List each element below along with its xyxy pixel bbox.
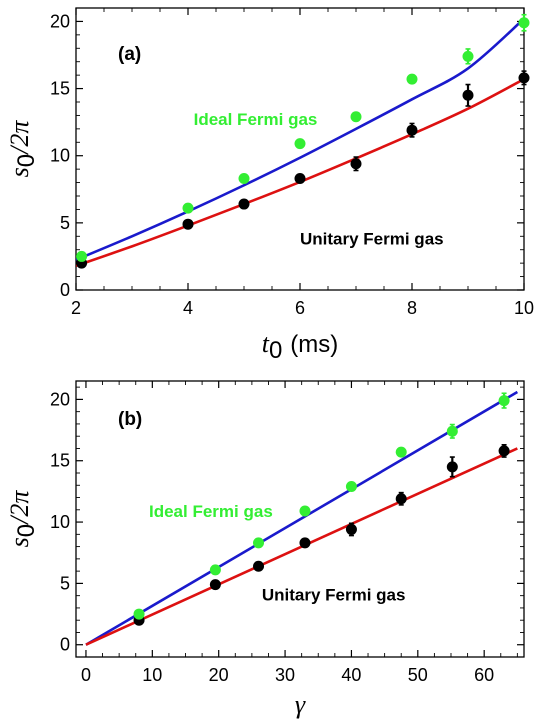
y-tick-label: 20 [50, 11, 70, 31]
unitary-data-point [395, 493, 407, 505]
chart-panel-a: 2 4 6 8 10 0 5 10 15 20 Ideal Fermi gas Unitary Fer… [5, 7, 534, 364]
y-tick-label: 10 [50, 512, 70, 532]
unitary-data-point [253, 560, 265, 572]
x-tick-label: 30 [275, 665, 295, 685]
x-tick-label: 10 [514, 298, 534, 318]
unitary-data-point [446, 461, 458, 473]
y-axis-label: s0/2π [5, 120, 40, 178]
ideal-data-point [253, 537, 265, 549]
plot-frame [75, 380, 525, 658]
ideal-fit-line [76, 17, 524, 261]
unitary-data-point [350, 158, 362, 170]
ideal-data-point [294, 138, 306, 150]
unitary-data-point [498, 445, 510, 457]
ideal-data-point [133, 608, 145, 620]
x-tick-label: 10 [142, 665, 162, 685]
unitary-gas-annotation: Unitary Fermi gas [262, 586, 406, 605]
ideal-data-point [446, 425, 458, 437]
x-tick-label: 60 [474, 665, 494, 685]
y-tick-label: 0 [60, 635, 70, 655]
ideal-gas-annotation: Ideal Fermi gas [149, 502, 273, 521]
unitary-data-point [345, 523, 357, 535]
ideal-data-point [406, 73, 418, 85]
ideal-fit-line [85, 390, 519, 646]
chart-panel-b: 0 10 20 30 40 50 60 0 5 10 15 20 Ideal Fermi gas Unit… [5, 380, 525, 719]
unitary-data-point [299, 537, 311, 549]
x-axis-label: γ [295, 690, 306, 719]
x-tick-label: 2 [71, 298, 81, 318]
ideal-data-point [238, 173, 250, 185]
x-tick-label: 4 [183, 298, 193, 318]
y-tick-label: 20 [50, 389, 70, 409]
ideal-data-point [462, 50, 474, 62]
unitary-data-point [406, 124, 418, 136]
x-tick-label: 0 [81, 665, 91, 685]
y-tick-label: 10 [50, 146, 70, 166]
ideal-data-point [209, 564, 221, 576]
unitary-data-point [518, 72, 530, 84]
unitary-gas-annotation: Unitary Fermi gas [300, 229, 444, 248]
y-axis-label: s0/2π [5, 490, 40, 548]
ideal-data-point [345, 480, 357, 492]
panel-label: (b) [118, 409, 142, 430]
y-tick-label: 5 [60, 213, 70, 233]
unitary-data-point [294, 173, 306, 185]
ideal-data-point [350, 111, 362, 123]
ideal-data-point [76, 250, 88, 262]
unitary-data-point [462, 89, 474, 101]
ideal-gas-annotation: Ideal Fermi gas [194, 110, 318, 129]
y-tick-label: 0 [60, 280, 70, 300]
unitary-data-point [209, 579, 221, 591]
unitary-data-point [182, 218, 194, 230]
x-tick-label: 6 [295, 298, 305, 318]
ideal-data-point [395, 446, 407, 458]
ideal-data-point [498, 395, 510, 407]
panel-label: (a) [118, 44, 141, 65]
x-tick-label: 20 [209, 665, 229, 685]
x-axis-label: t0 (ms) [262, 329, 339, 364]
ideal-data-point [182, 202, 194, 214]
x-tick-label: 50 [408, 665, 428, 685]
x-tick-label: 8 [407, 298, 417, 318]
y-tick-label: 15 [50, 451, 70, 471]
unitary-data-point [238, 198, 250, 210]
ideal-data-point [299, 505, 311, 517]
y-tick-label: 5 [60, 573, 70, 593]
ideal-data-point [518, 17, 530, 29]
y-tick-label: 15 [50, 79, 70, 99]
x-tick-label: 40 [341, 665, 361, 685]
